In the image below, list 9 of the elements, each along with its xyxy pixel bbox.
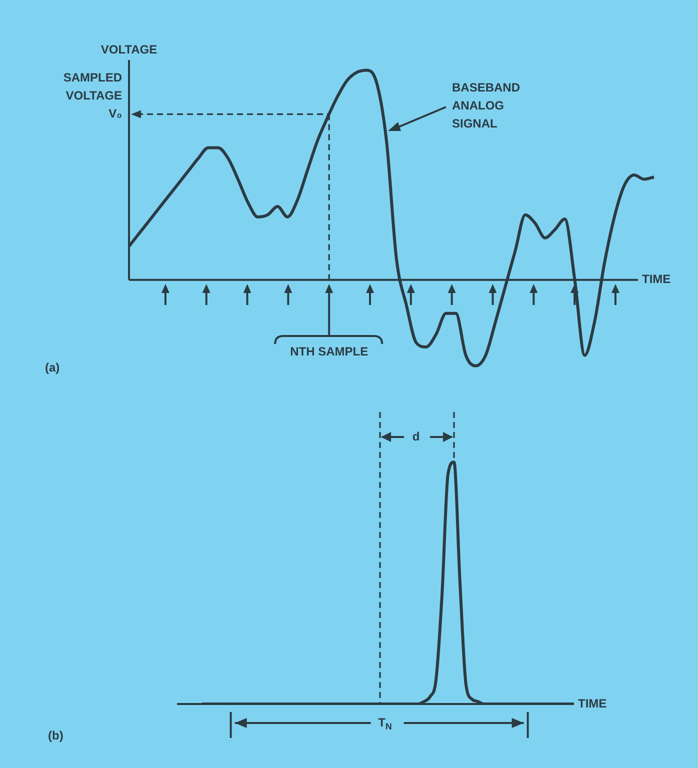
text: (a)	[45, 360, 60, 374]
annotation: BASEBAND ANALOG SIGNAL	[452, 80, 520, 130]
ref-line-label: SAMPLED VOLTAGE V₀	[63, 70, 122, 121]
annotation: NTH SAMPLE	[290, 344, 368, 358]
y-axis-title: VOLTAGE	[100, 42, 158, 56]
x-axis-title: TIME	[642, 272, 671, 286]
text: (b)	[48, 728, 64, 742]
text: d	[412, 429, 420, 444]
x-axis-title: TIME	[578, 696, 607, 710]
